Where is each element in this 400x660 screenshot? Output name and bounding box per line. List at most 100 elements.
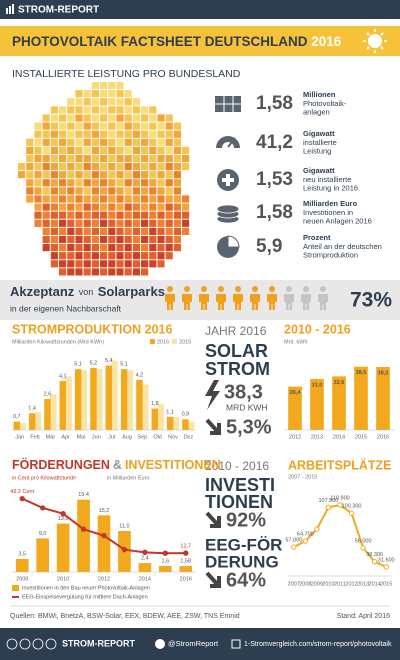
data-label: 1,6 xyxy=(162,558,170,564)
bar xyxy=(332,376,346,430)
bar xyxy=(96,369,103,430)
legend-label: 2015 xyxy=(179,339,191,345)
map-tile xyxy=(42,163,50,171)
map-tile xyxy=(59,227,67,235)
map-tile xyxy=(83,235,91,244)
bar xyxy=(166,416,174,430)
acceptance-connector: von xyxy=(79,287,94,297)
bar xyxy=(111,360,118,430)
stat-value: 41,2 xyxy=(256,132,293,153)
map-tile xyxy=(165,211,173,219)
map-tile xyxy=(83,268,91,276)
map-tile xyxy=(141,203,149,211)
map-tile xyxy=(108,268,116,276)
map-tile xyxy=(157,138,165,146)
data-label: 38,5 xyxy=(356,370,367,376)
bar xyxy=(354,366,368,430)
map-tile xyxy=(91,154,99,163)
map-tile xyxy=(132,106,140,114)
map-tile xyxy=(132,203,140,211)
legend-label: EEG-Einspeisevergütung für mittlere Dach… xyxy=(22,594,148,600)
line-point xyxy=(80,526,87,532)
stat-text: Photovoltaik- xyxy=(303,99,347,108)
map-tile xyxy=(75,154,83,163)
person-icon xyxy=(199,286,209,310)
person-icon xyxy=(318,286,328,310)
map-tile xyxy=(116,187,124,195)
line-point xyxy=(183,550,189,556)
map-tile xyxy=(100,154,108,163)
map-tile xyxy=(75,252,83,260)
decline-line: TIONEN xyxy=(205,492,273,512)
data-label: 107.800 xyxy=(318,498,338,504)
map-tile xyxy=(132,187,140,195)
map-tile xyxy=(59,106,67,114)
map-tile xyxy=(182,154,190,163)
map-tile xyxy=(165,163,173,171)
map-tile xyxy=(108,252,116,260)
line-point xyxy=(314,526,320,532)
map-tile xyxy=(182,227,190,235)
map-tile xyxy=(124,98,132,106)
map-tile xyxy=(108,106,116,114)
chart-title: STROMPRODUKTION 2016 xyxy=(12,322,172,336)
map-tile xyxy=(83,146,91,154)
data-label: 5,2 xyxy=(90,360,98,366)
map-tile xyxy=(165,252,173,260)
map-tile xyxy=(124,268,132,276)
map-tile xyxy=(173,244,181,252)
map-tile xyxy=(67,138,75,146)
map-tile xyxy=(173,146,181,154)
stat-unit: Gigawatt xyxy=(303,129,335,138)
x-tick-label: Sep xyxy=(137,434,147,440)
url[interactable]: 1-Stromvergleich.com/strom-report/photov… xyxy=(244,641,392,648)
map-tile xyxy=(100,106,108,114)
license-icons xyxy=(6,638,57,650)
twitter[interactable]: @StromReport xyxy=(168,639,219,648)
map-tile xyxy=(91,227,99,235)
bar xyxy=(50,394,57,430)
map-tile xyxy=(132,122,140,130)
map-tile xyxy=(34,146,42,154)
map-tile xyxy=(59,260,67,268)
data-label: 2,4 xyxy=(141,556,149,562)
map-tile xyxy=(108,203,116,211)
line-point xyxy=(337,502,343,508)
map-tile xyxy=(34,163,42,171)
map-tile xyxy=(26,179,34,187)
stat-value: 1,53 xyxy=(256,169,293,190)
line-point xyxy=(60,511,66,517)
map-tile xyxy=(165,146,173,154)
map-tile xyxy=(141,154,149,163)
map-tile xyxy=(165,171,173,179)
map-tile xyxy=(157,163,165,171)
map-tile xyxy=(26,187,34,195)
data-label: 26,4 xyxy=(290,390,302,396)
person-body xyxy=(318,294,328,310)
map-tile xyxy=(132,114,140,122)
map-tile xyxy=(141,163,149,171)
map-tile xyxy=(173,235,181,244)
line-point xyxy=(325,504,332,511)
map-tile xyxy=(67,268,75,276)
map-tile xyxy=(108,211,116,219)
person-icon xyxy=(182,286,192,310)
bar xyxy=(80,370,88,430)
map-tile xyxy=(132,154,140,163)
map-tile xyxy=(67,195,75,203)
x-tick-label: Mai xyxy=(77,434,86,440)
map-tile xyxy=(75,90,83,98)
map-tile xyxy=(59,154,67,163)
brand: STROM-REPORT xyxy=(18,5,99,16)
map-tile xyxy=(116,268,124,276)
data-label: 15,2 xyxy=(99,508,110,514)
map-tile xyxy=(165,179,173,187)
map-tile xyxy=(116,130,124,138)
map-tile xyxy=(173,195,181,203)
map-tile xyxy=(132,252,140,260)
line-point xyxy=(39,505,46,511)
map-tile xyxy=(67,235,75,244)
map-tile xyxy=(108,114,116,122)
person-head xyxy=(303,286,309,292)
map-tile xyxy=(91,211,99,219)
